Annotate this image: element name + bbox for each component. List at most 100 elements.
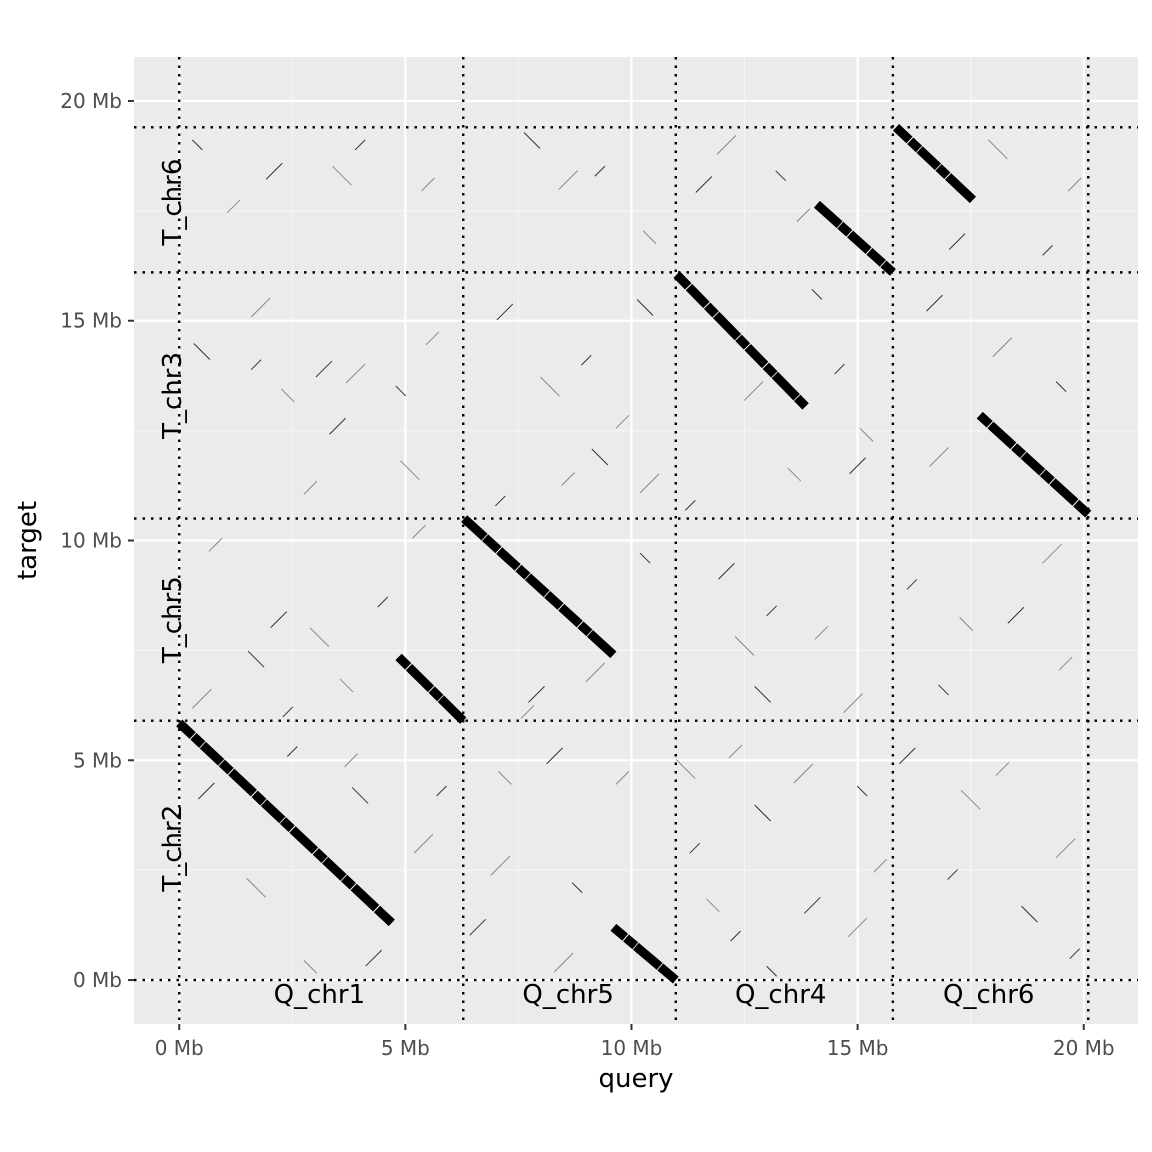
noise-hit bbox=[1069, 948, 1081, 960]
x-tick-label: 10 Mb bbox=[601, 1036, 663, 1060]
noise-hit bbox=[811, 289, 823, 300]
noise-hit bbox=[856, 785, 868, 797]
noise-hit bbox=[520, 705, 535, 719]
alignment-gap bbox=[711, 310, 720, 319]
alignment-gap bbox=[436, 694, 445, 703]
noise-hit bbox=[585, 662, 606, 683]
noise-hit bbox=[303, 480, 318, 495]
alignment-gap bbox=[734, 333, 743, 342]
noise-hit bbox=[496, 303, 514, 321]
noise-hit bbox=[873, 858, 888, 873]
alignment-gap bbox=[865, 246, 873, 256]
noise-hit bbox=[580, 354, 592, 366]
target-chromosome-label: T_chr3 bbox=[158, 352, 188, 440]
alignment-gap bbox=[495, 546, 503, 555]
noise-hit bbox=[469, 918, 487, 936]
noise-hits bbox=[191, 132, 1082, 977]
alignment-blocks bbox=[176, 124, 1092, 984]
noise-hit bbox=[339, 678, 354, 693]
noise-hit bbox=[636, 299, 654, 316]
noise-hit bbox=[191, 688, 212, 709]
alignment-gap bbox=[943, 172, 952, 181]
chromosome-boundaries bbox=[134, 57, 1138, 1024]
alignment-gap bbox=[278, 816, 287, 825]
noise-hit bbox=[377, 596, 389, 608]
noise-hit bbox=[250, 359, 262, 371]
noise-hit bbox=[615, 771, 630, 785]
alignment-block bbox=[976, 411, 1092, 518]
noise-hit bbox=[395, 385, 407, 397]
axes: 0 Mb 5 Mb 10 Mb 15 Mb 20 Mb 0 Mb 5 Mb 10 Mb 15 M… bbox=[13, 89, 1115, 1094]
noise-hit bbox=[639, 552, 651, 564]
alignment-gap bbox=[340, 873, 348, 882]
noise-hit bbox=[1042, 245, 1053, 256]
noise-hit bbox=[859, 428, 874, 442]
noise-hit bbox=[1042, 543, 1062, 564]
x-tick-label: 15 Mb bbox=[827, 1036, 889, 1060]
alignment-gap bbox=[1038, 468, 1047, 477]
noise-hit bbox=[412, 524, 426, 539]
noise-hit bbox=[425, 331, 440, 346]
alignment-gap bbox=[770, 370, 779, 379]
noise-hit bbox=[642, 230, 657, 245]
noise-hit bbox=[315, 360, 333, 378]
alignment-gap bbox=[427, 685, 436, 694]
noise-hit bbox=[265, 162, 283, 180]
noise-hit bbox=[344, 753, 358, 768]
noise-hit bbox=[351, 787, 369, 804]
alignment-gap bbox=[702, 301, 711, 310]
noise-hit bbox=[332, 165, 352, 186]
noise-hit bbox=[639, 473, 660, 494]
target-chromosome-label: T_chr2 bbox=[158, 805, 188, 893]
noise-hit bbox=[814, 625, 829, 640]
noise-hit bbox=[1055, 838, 1076, 859]
noise-hit bbox=[365, 949, 383, 967]
alignment-gap bbox=[1072, 498, 1080, 507]
alignment-gap bbox=[836, 220, 844, 229]
noise-hit bbox=[775, 170, 787, 182]
noise-hit bbox=[571, 882, 583, 894]
noise-hit bbox=[684, 499, 696, 511]
noise-hit bbox=[1021, 905, 1038, 923]
alignment-gap bbox=[1048, 477, 1056, 486]
x-axis-title: query bbox=[598, 1064, 673, 1094]
y-tick-label: 20 Mb bbox=[60, 89, 122, 113]
noise-hit bbox=[787, 467, 802, 482]
noise-hit bbox=[303, 960, 318, 974]
noise-hit bbox=[400, 460, 420, 481]
y-tick-label: 0 Mb bbox=[73, 968, 122, 992]
alignment-gap bbox=[514, 563, 522, 572]
noise-hit bbox=[247, 650, 265, 668]
noise-hit bbox=[938, 684, 949, 696]
noise-hit bbox=[849, 457, 866, 475]
target-chromosome-label: T_chr5 bbox=[158, 576, 188, 664]
noise-hit bbox=[929, 447, 949, 467]
noise-hit bbox=[246, 877, 266, 898]
alignment-gap bbox=[372, 904, 381, 913]
alignment-gap bbox=[743, 342, 752, 351]
noise-hit bbox=[282, 706, 294, 718]
alignment-block bbox=[395, 653, 467, 724]
noise-hit bbox=[354, 139, 366, 151]
noise-hit bbox=[286, 746, 298, 757]
y-tick-label: 5 Mb bbox=[73, 748, 122, 772]
noise-hit bbox=[796, 208, 811, 223]
alignment-gap bbox=[523, 572, 532, 581]
noise-hit bbox=[716, 135, 737, 155]
noise-hit bbox=[561, 472, 576, 486]
noise-hit bbox=[497, 771, 512, 785]
major-gridlines bbox=[134, 57, 1138, 1024]
noise-hit bbox=[546, 747, 563, 765]
noise-hit bbox=[728, 744, 743, 759]
noise-hit bbox=[743, 381, 764, 401]
noise-hit bbox=[847, 917, 868, 938]
x-tick-label: 20 Mb bbox=[1053, 1036, 1115, 1060]
noise-hit bbox=[329, 417, 346, 435]
noise-hit bbox=[992, 337, 1013, 357]
x-tick-label: 5 Mb bbox=[381, 1036, 430, 1060]
alignment-gap bbox=[915, 145, 924, 154]
query-chromosome-label: Q_chr1 bbox=[274, 980, 365, 1010]
alignment-gap bbox=[311, 847, 320, 856]
noise-hit bbox=[695, 176, 713, 193]
alignment-block bbox=[461, 515, 617, 659]
